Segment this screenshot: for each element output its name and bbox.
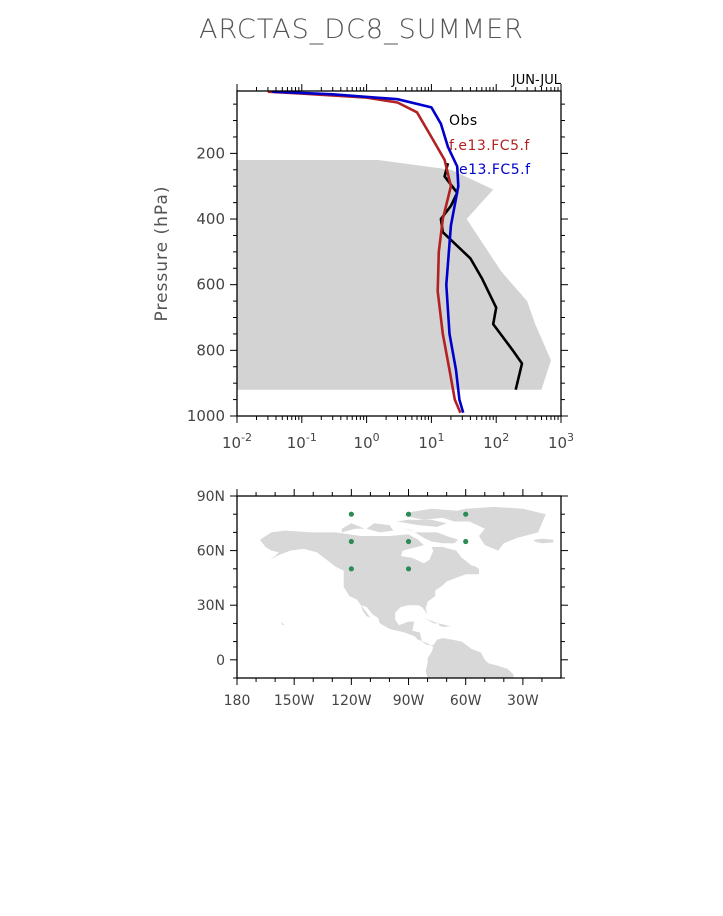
lon-label: 60W <box>450 693 482 709</box>
profile-plot: 200 400 600 800 1000 10-2 10-1 100 101 102 103 Pr… <box>152 73 574 452</box>
land-shape-3 <box>399 526 459 544</box>
x-tick-label: 101 <box>418 431 444 452</box>
site-point-3 <box>348 538 354 545</box>
legend-item-0: Obs <box>449 113 478 129</box>
y-tick-label: 400 <box>196 210 225 228</box>
season-label: JUN-JUL <box>511 73 562 88</box>
x-tick-label: 102 <box>483 431 509 452</box>
lat-label: 90N <box>197 489 225 505</box>
site-point-0 <box>348 511 354 517</box>
lon-label: 90W <box>393 693 425 709</box>
land-shape-11 <box>280 621 285 626</box>
profile-ticks <box>230 84 568 423</box>
land-shape-9 <box>423 617 439 624</box>
profile-plot-frame <box>236 90 562 417</box>
land-shape-5 <box>404 508 462 520</box>
y-axis-label: Pressure (hPa) <box>152 186 172 322</box>
series-lines <box>267 90 524 414</box>
legend-item-1: f.e13.FC5.f <box>449 138 530 154</box>
x-tick-labels: 10-2 10-1 100 101 102 103 <box>222 431 574 452</box>
land-shape-7 <box>534 538 554 544</box>
y-tick-label: 1000 <box>187 407 225 425</box>
site-point-4 <box>405 538 412 545</box>
legend: Obs f.e13.FC5.f e13.FC5.f <box>449 113 531 178</box>
y-tick-label: 600 <box>196 276 225 294</box>
y-tick-label: 200 <box>196 144 225 162</box>
map-ticks <box>230 489 568 685</box>
longitude-labels: 180 150W 120W 90W 60W 30W <box>224 693 539 709</box>
land-shape-0 <box>259 530 514 678</box>
site-point-7 <box>405 566 412 572</box>
lat-label: 60N <box>197 544 225 560</box>
lon-label: 120W <box>331 693 372 709</box>
x-tick-label: 100 <box>354 431 380 452</box>
obs-range-layer <box>237 159 551 390</box>
site-points <box>348 511 469 572</box>
land-shape-2 <box>366 523 394 533</box>
chart-title: ARCTAS_DC8_SUMMER <box>199 14 524 45</box>
land-shape-10 <box>439 623 451 627</box>
lon-label: 180 <box>224 693 251 709</box>
site-point-2 <box>463 511 469 517</box>
series-line-1 <box>267 90 462 414</box>
x-tick-label: 10-2 <box>222 431 252 452</box>
land-layer <box>259 506 554 678</box>
y-tick-label: 800 <box>196 341 225 359</box>
site-point-1 <box>405 511 412 517</box>
site-map: 90N 60N 30N 0 180 150W 120W 90W 60W 30W <box>197 489 568 709</box>
series-line-2 <box>272 90 465 414</box>
lon-label: 150W <box>274 693 315 709</box>
legend-item-2: e13.FC5.f <box>459 162 531 178</box>
y-tick-labels: 200 400 600 800 1000 <box>187 144 225 425</box>
land-shape-1 <box>341 523 365 533</box>
site-point-6 <box>348 566 354 572</box>
latitude-labels: 90N 60N 30N 0 <box>197 489 225 669</box>
lat-label: 30N <box>197 598 225 614</box>
lon-label: 30W <box>507 693 539 709</box>
land-shape-4 <box>397 519 447 527</box>
x-tick-label: 10-1 <box>287 431 317 452</box>
obs-range-band <box>237 159 551 390</box>
site-point-5 <box>463 538 469 545</box>
land-shape-6 <box>442 506 546 551</box>
x-tick-label: 103 <box>548 431 574 452</box>
lat-label: 0 <box>216 653 225 669</box>
land-shape-8 <box>465 565 479 575</box>
